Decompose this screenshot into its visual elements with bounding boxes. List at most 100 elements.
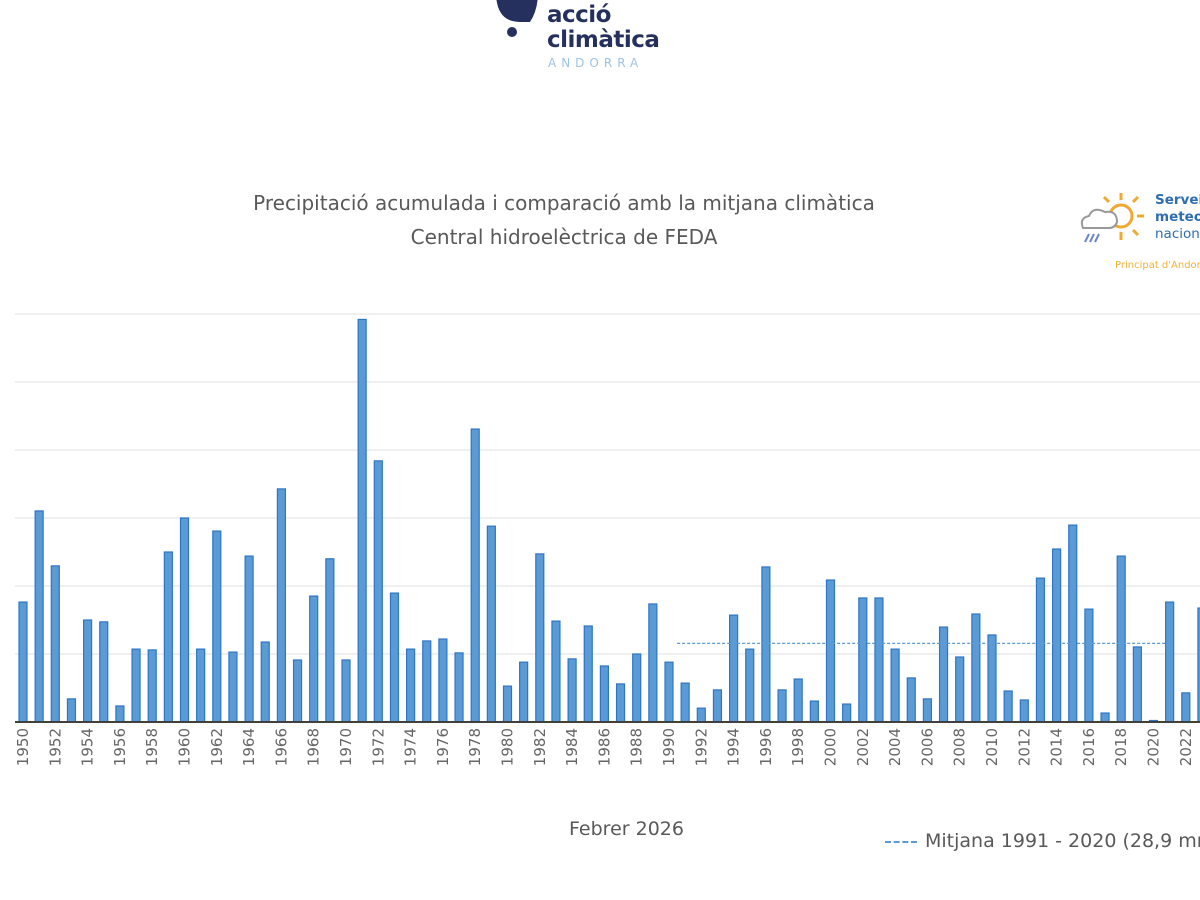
x-tick-label: 1960	[176, 728, 194, 766]
x-tick-label: 1956	[111, 728, 129, 766]
logo-line-2: climàtica	[547, 27, 660, 53]
bar-2005	[906, 677, 916, 723]
bar-1964	[244, 555, 254, 723]
bar-1981	[519, 661, 529, 723]
bar-1978	[470, 428, 480, 723]
bar-2007	[938, 626, 949, 723]
legend-dashed-line-icon	[885, 840, 917, 843]
logo-line-1: acció	[547, 2, 611, 28]
bar-1979	[486, 525, 496, 723]
bar-1968	[309, 595, 319, 723]
smn-line-2: meteorològic	[1155, 209, 1200, 225]
chart-title: Precipitació acumulada i comparació amb …	[253, 191, 875, 215]
bar-2021	[1165, 601, 1175, 723]
x-tick-label: 1998	[789, 728, 807, 766]
servei-meteorologic-logo: Servei meteorològic nacional Principat d…	[1075, 188, 1200, 278]
bar-1980	[502, 685, 513, 723]
bar-1961	[196, 648, 206, 723]
bar-2018	[1116, 555, 1126, 723]
bar-2017	[1100, 712, 1110, 723]
bar-2015	[1068, 524, 1078, 723]
x-tick-label: 1978	[466, 728, 484, 766]
x-tick-label: 1984	[563, 728, 581, 766]
bar-2010	[987, 634, 997, 723]
bar-2012	[1019, 699, 1029, 723]
bar-1951	[34, 510, 44, 723]
x-tick-label: 1982	[531, 728, 549, 766]
bar-1977	[454, 652, 464, 723]
x-tick-label: 1966	[272, 728, 290, 766]
x-tick-label: 1954	[79, 728, 97, 766]
bar-1974	[406, 648, 416, 723]
x-tick-label: 1980	[499, 728, 517, 766]
bar-2002	[858, 597, 868, 723]
bar-1969	[325, 558, 335, 723]
x-tick-label: 1976	[434, 728, 452, 766]
x-tick-label: 1986	[595, 728, 613, 766]
bar-2003	[874, 597, 884, 723]
bar-1988	[632, 653, 642, 723]
x-tick-label: 2008	[951, 728, 969, 766]
bar-1953	[66, 698, 77, 723]
water-drop-logo-icon	[496, 0, 538, 37]
bar-2016	[1084, 608, 1094, 723]
bar-1982	[535, 553, 545, 723]
x-tick-label: 1992	[692, 728, 710, 766]
bar-1959	[163, 551, 173, 723]
bar-1995	[745, 648, 755, 723]
x-tick-label: 2000	[822, 728, 840, 766]
x-tick-label: 1974	[402, 728, 420, 766]
x-tick-label: 2004	[886, 728, 904, 766]
sun-cloud-rain-icon	[1080, 193, 1144, 243]
bar-1960	[179, 517, 190, 723]
legend: Mitjana 1991 - 2020 (28,9 mm)	[885, 830, 1200, 852]
bar-1958	[147, 649, 157, 723]
bar-1955	[99, 621, 109, 723]
bar-2008	[955, 656, 965, 723]
bar-1950	[18, 601, 28, 723]
bar-1971	[357, 318, 367, 723]
x-tick-label: 2002	[854, 728, 872, 766]
bar-1973	[389, 592, 400, 723]
x-tick-label: 1990	[660, 728, 678, 766]
bar-chart: 1950 1952 1954 1956 1958 1960 1962 1964 1966 1968…	[14, 313, 1200, 766]
logo-line-3: ANDORRA	[548, 56, 644, 70]
x-tick-label: 1962	[208, 728, 226, 766]
x-tick-label: 2016	[1080, 728, 1098, 766]
bar-1994	[728, 614, 739, 723]
bar-1952	[50, 565, 60, 723]
x-tick-label: 1988	[628, 728, 646, 766]
x-tick-label: 2012	[1015, 728, 1033, 766]
bar-1992	[696, 707, 706, 723]
x-tick-label: 2006	[918, 728, 936, 766]
bar-2013	[1035, 577, 1046, 723]
x-tick-label: 1958	[143, 728, 161, 766]
bar-1996	[761, 566, 771, 723]
bar-2019	[1132, 646, 1142, 723]
x-tick-label: 1952	[46, 728, 64, 766]
bar-2006	[922, 698, 933, 723]
bar-2011	[1003, 690, 1013, 723]
x-tick-label: 1968	[305, 728, 323, 766]
bar-1987	[615, 683, 626, 723]
bar-2023	[1197, 607, 1200, 723]
bar-1986	[599, 665, 610, 723]
x-tick-label: 2018	[1112, 728, 1130, 766]
bar-2009	[971, 613, 981, 723]
bar-2004	[890, 648, 900, 723]
bar-1963	[228, 651, 238, 723]
x-tick-label: 1972	[369, 728, 387, 766]
smn-line-3: nacional	[1155, 226, 1200, 242]
bar-2014	[1051, 548, 1062, 723]
bar-1970	[341, 659, 351, 723]
bar-1989	[648, 603, 658, 723]
legend-label: Mitjana 1991 - 2020 (28,9 mm)	[925, 830, 1200, 852]
x-tick-label: 1994	[725, 728, 743, 766]
bar-1991	[680, 682, 690, 723]
x-tick-label: 2022	[1177, 728, 1195, 766]
x-tick-label: 1964	[240, 728, 258, 766]
bar-1965	[260, 641, 270, 723]
bar-1984	[567, 658, 577, 723]
bar-1985	[583, 625, 593, 723]
bar-2022	[1181, 692, 1191, 723]
